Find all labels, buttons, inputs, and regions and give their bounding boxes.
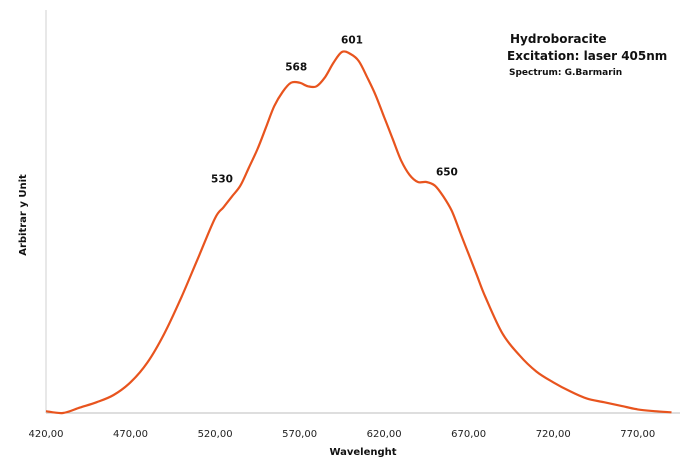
x-axis-title: Wavelenght bbox=[329, 447, 396, 458]
y-axis-title: Arbitrar y Unit bbox=[18, 174, 29, 256]
x-tick-label: 470,00 bbox=[113, 429, 148, 440]
chart-annotation-excitation: Excitation: laser 405nm bbox=[507, 49, 668, 63]
x-tick-label: 720,00 bbox=[536, 429, 571, 440]
chart-annotation-title: Hydroboracite bbox=[510, 32, 607, 46]
x-tick-label: 420,00 bbox=[29, 429, 64, 440]
x-tick-label: 520,00 bbox=[198, 429, 233, 440]
x-tick-label: 570,00 bbox=[282, 429, 317, 440]
chart-annotation-credit: Spectrum: G.Barmarin bbox=[509, 68, 623, 78]
peak-label-650: 650 bbox=[436, 167, 458, 179]
x-tick-labels: 420,00 470,00 520,00 570,00 620,00 670,00 720,… bbox=[29, 429, 656, 440]
peak-label-568: 568 bbox=[285, 62, 307, 74]
x-tick-label: 670,00 bbox=[451, 429, 486, 440]
peak-labels: 530 568 601 650 bbox=[211, 34, 458, 185]
series-line bbox=[45, 50, 672, 415]
peak-label-530: 530 bbox=[211, 173, 233, 185]
peak-label-601: 601 bbox=[341, 34, 363, 46]
x-tick-label: 620,00 bbox=[367, 429, 402, 440]
x-tick-label: 770,00 bbox=[620, 429, 655, 440]
